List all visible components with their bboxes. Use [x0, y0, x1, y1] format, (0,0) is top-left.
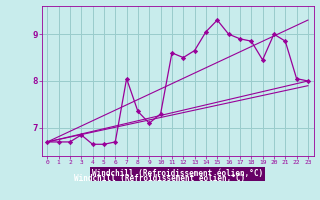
X-axis label: Windchill (Refroidissement éolien,°C): Windchill (Refroidissement éolien,°C): [92, 169, 263, 178]
Text: Windchill (Refroidissement éolien,°C): Windchill (Refroidissement éolien,°C): [75, 174, 245, 184]
